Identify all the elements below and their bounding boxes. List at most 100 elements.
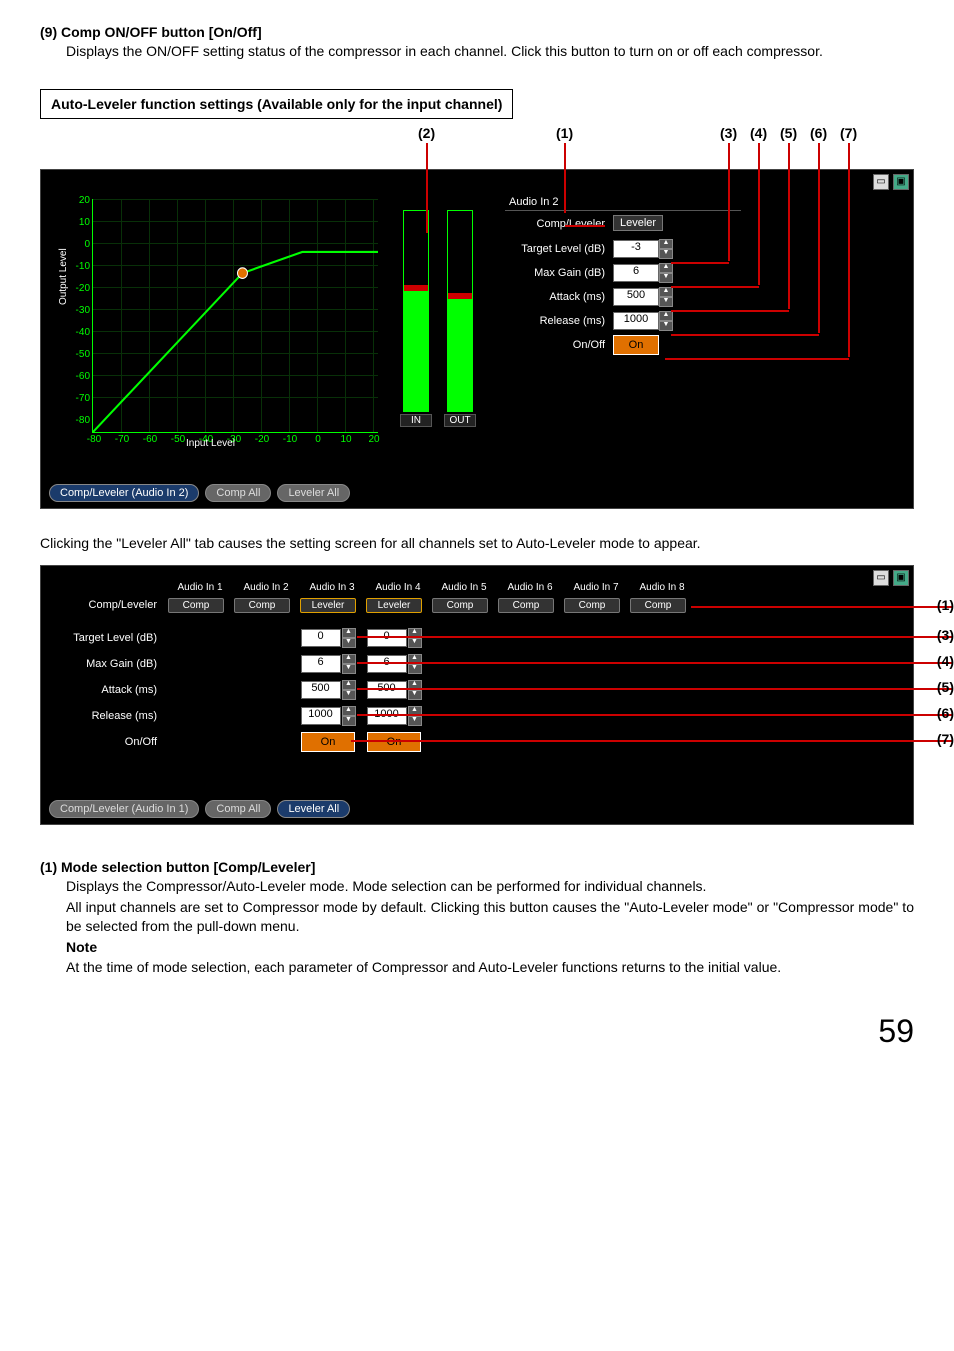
mode-btn[interactable]: Leveler [300, 598, 356, 613]
row-comp-leveler-label: Comp/Leveler [61, 599, 157, 611]
ytick: -60 [68, 371, 90, 382]
callout-6: (6) [810, 125, 827, 141]
close-icon[interactable]: ▣ [893, 570, 909, 586]
note-label: Note [66, 938, 914, 957]
fig2-tabs: Comp/Leveler (Audio In 1) Comp All Level… [49, 800, 350, 818]
release-val[interactable]: 1000 [301, 707, 341, 725]
lead-4 [758, 143, 760, 285]
col-hdr: Audio In 6 [497, 582, 563, 593]
spinner[interactable]: ▲▼ [408, 706, 422, 726]
release-val[interactable]: 1000 [367, 707, 407, 725]
y-axis-label: Output Level [58, 248, 69, 305]
callout-5: (5) [780, 125, 797, 141]
onoff-button[interactable]: On [301, 732, 355, 752]
callout-4: (4) [750, 125, 767, 141]
spinner[interactable]: ▲▼ [342, 680, 356, 700]
target-level-val[interactable]: 0 [367, 629, 407, 647]
mid-paragraph: Clicking the "Leveler All" tab causes th… [40, 535, 914, 551]
ytick: -70 [68, 393, 90, 404]
tab-leveler-all[interactable]: Leveler All [277, 484, 350, 502]
restore-icon[interactable]: ▭ [873, 570, 889, 586]
tab-comp-all[interactable]: Comp All [205, 800, 271, 818]
max-gain-val[interactable]: 6 [301, 655, 341, 673]
rnum-6: (6) [937, 705, 954, 721]
meter-out: OUT [447, 210, 473, 412]
mode-btn[interactable]: Comp [564, 598, 620, 613]
ytick: -20 [68, 283, 90, 294]
tab-comp-all[interactable]: Comp All [205, 484, 271, 502]
lead-r [357, 688, 953, 690]
col-hdr: Audio In 5 [431, 582, 497, 593]
xtick: 20 [362, 434, 386, 445]
section1-body1: Displays the Compressor/Auto-Leveler mod… [66, 877, 914, 896]
section1-body2: All input channels are set to Compressor… [66, 898, 914, 936]
lead-3 [728, 143, 730, 261]
lead-h [671, 262, 729, 264]
col-hdr: Audio In 3 [299, 582, 365, 593]
spinner[interactable]: ▲▼ [659, 311, 673, 331]
tab-leveler-all[interactable]: Leveler All [277, 800, 350, 818]
spinner[interactable]: ▲▼ [408, 628, 422, 648]
lead-r [357, 714, 953, 716]
xtick: 0 [306, 434, 330, 445]
xtick: -20 [250, 434, 274, 445]
mode-btn[interactable]: Leveler [366, 598, 422, 613]
mode-button[interactable]: Leveler [613, 215, 663, 231]
note-body: At the time of mode selection, each para… [66, 958, 914, 977]
spinner[interactable]: ▲▼ [342, 628, 356, 648]
spinner[interactable]: ▲▼ [342, 654, 356, 674]
mode-btn[interactable]: Comp [168, 598, 224, 613]
attack-val[interactable]: 500 [367, 681, 407, 699]
onoff-button[interactable]: On [367, 732, 421, 752]
lead-h [671, 310, 789, 312]
spinner[interactable]: ▲▼ [408, 654, 422, 674]
attack-val[interactable]: 500 [301, 681, 341, 699]
col-hdr: Audio In 8 [629, 582, 695, 593]
meter-in-label: IN [400, 414, 432, 427]
release-label: Release (ms) [505, 315, 605, 327]
ytick: -30 [68, 305, 90, 316]
spinner[interactable]: ▲▼ [408, 680, 422, 700]
close-icon[interactable]: ▣ [893, 174, 909, 190]
rnum-5: (5) [937, 679, 954, 695]
col-hdr: Audio In 1 [167, 582, 233, 593]
col-hdr: Audio In 2 [233, 582, 299, 593]
target-level-val[interactable]: 0 [301, 629, 341, 647]
spinner[interactable]: ▲▼ [659, 263, 673, 283]
xtick: -60 [138, 434, 162, 445]
mode-btn[interactable]: Comp [432, 598, 488, 613]
lead-r [357, 636, 953, 638]
section9-heading: (9) Comp ON/OFF button [On/Off] [40, 24, 914, 40]
callout-1: (1) [556, 125, 573, 141]
onoff-button[interactable]: On [613, 335, 659, 355]
release-value[interactable]: 1000 [613, 312, 659, 330]
mode-btn[interactable]: Comp [630, 598, 686, 613]
onoff-label: On/Off [61, 736, 157, 748]
lead-h [565, 225, 605, 227]
callout-7: (7) [840, 125, 857, 141]
spinner[interactable]: ▲▼ [659, 239, 673, 259]
tab-comp-leveler-ch[interactable]: Comp/Leveler (Audio In 2) [49, 484, 199, 502]
max-gain-val[interactable]: 6 [367, 655, 407, 673]
col-hdr: Audio In 7 [563, 582, 629, 593]
tab-comp-leveler-ch[interactable]: Comp/Leveler (Audio In 1) [49, 800, 199, 818]
spinner[interactable]: ▲▼ [342, 706, 356, 726]
mode-btn[interactable]: Comp [498, 598, 554, 613]
x-axis-label: Input Level [186, 438, 235, 449]
restore-icon[interactable]: ▭ [873, 174, 889, 190]
target-level-value[interactable]: -3 [613, 240, 659, 258]
meter-in: IN [403, 210, 429, 412]
callout-3: (3) [720, 125, 737, 141]
spinner[interactable]: ▲▼ [659, 287, 673, 307]
mode-btn[interactable]: Comp [234, 598, 290, 613]
callout-2: (2) [418, 125, 435, 141]
lead-h [671, 334, 819, 336]
ytick: -80 [68, 415, 90, 426]
release-label: Release (ms) [61, 710, 157, 722]
attack-value[interactable]: 500 [613, 288, 659, 306]
fig1-tabs: Comp/Leveler (Audio In 2) Comp All Level… [49, 484, 350, 502]
lead-h [671, 286, 759, 288]
max-gain-value[interactable]: 6 [613, 264, 659, 282]
target-level-label: Target Level (dB) [61, 632, 157, 644]
rnum-7: (7) [937, 731, 954, 747]
